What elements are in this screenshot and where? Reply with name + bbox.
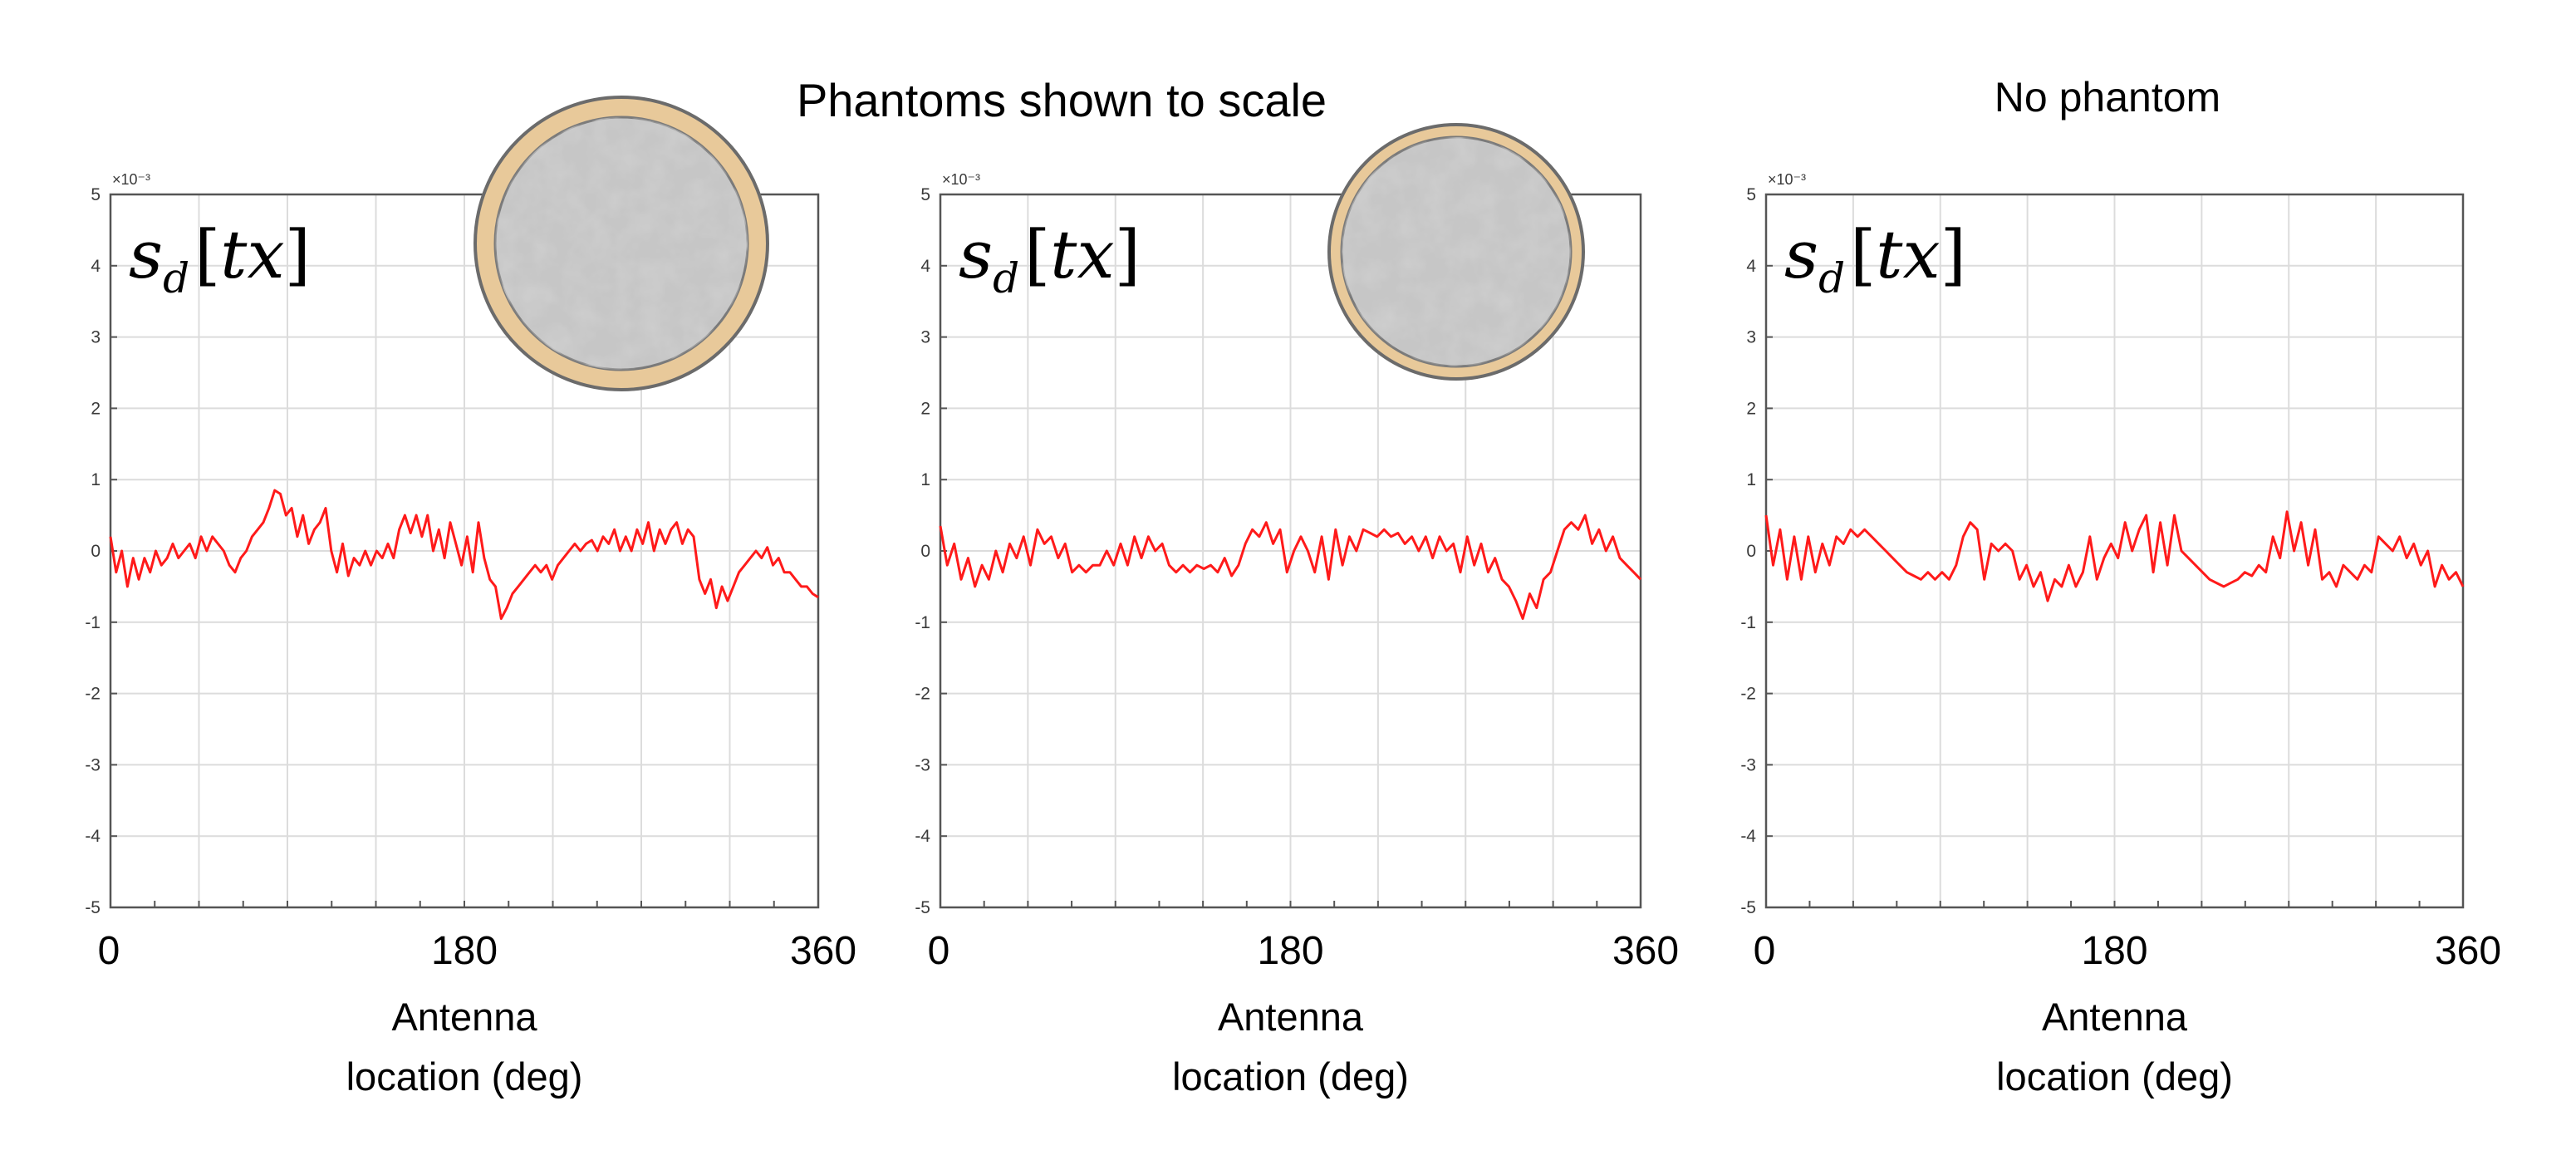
y-tick-label: -2	[915, 685, 930, 704]
y-tick-label: -2	[1740, 685, 1756, 704]
y-tick-label: 0	[920, 542, 930, 561]
y-tick-label: -5	[85, 898, 101, 917]
series-line	[1764, 510, 2465, 602]
axes-frame	[939, 193, 1642, 909]
x-tick-label: 360	[790, 929, 856, 973]
x-tick-label: 0	[98, 929, 120, 973]
y-tick-label: -1	[85, 613, 101, 632]
y-tick-label: -3	[915, 755, 930, 774]
y-tick-label: -5	[1740, 898, 1756, 917]
x-tick-label: 180	[1257, 929, 1323, 973]
y-tick-label: -4	[915, 827, 930, 846]
y-tick-label: 0	[91, 542, 101, 561]
y-tick-label: 3	[91, 328, 101, 347]
x-axis-label-line2: location (deg)	[1172, 1054, 1409, 1099]
series-line	[939, 514, 1642, 620]
y-tick-label: 5	[91, 185, 101, 204]
x-tick-label: 180	[431, 929, 498, 973]
y-tick-label: -3	[85, 755, 101, 774]
x-axis-label-line1: Antenna	[1218, 995, 1364, 1039]
y-tick-label: 5	[1746, 185, 1756, 204]
x-tick-label: 360	[2435, 929, 2501, 973]
x-axis-label-line1: Antenna	[2042, 995, 2188, 1039]
y-tick-label: -4	[1740, 827, 1756, 846]
y-tick-label: -1	[1740, 613, 1756, 632]
series-annotation: sd[tx]	[129, 216, 311, 302]
x-axis-label-line1: Antenna	[391, 995, 537, 1039]
y-tick-label: 4	[91, 257, 101, 276]
x-tick-label: 180	[2081, 929, 2147, 973]
axes-frame	[1764, 193, 2465, 909]
y-tick-label: 3	[1746, 328, 1756, 347]
y-tick-label: 2	[920, 399, 930, 418]
series-line	[109, 489, 819, 620]
y-tick-label: 1	[1746, 470, 1756, 489]
x-axis-label-line2: location (deg)	[1996, 1054, 2233, 1099]
x-axis-label-line2: location (deg)	[346, 1054, 583, 1099]
x-tick-label: 0	[1754, 929, 1776, 973]
heading-phantoms-to-scale: Phantoms shown to scale	[797, 74, 1327, 126]
y-tick-label: -5	[915, 898, 930, 917]
heading-no-phantom: No phantom	[1995, 74, 2220, 120]
y-tick-label: -3	[1740, 755, 1756, 774]
y-tick-label: 1	[920, 470, 930, 489]
series-annotation: sd[tx]	[959, 216, 1141, 302]
y-tick-label: 2	[91, 399, 101, 418]
y-tick-label: 5	[920, 185, 930, 204]
y-tick-label: 4	[1746, 257, 1756, 276]
y-tick-label: 4	[920, 257, 930, 276]
y-tick-label: 2	[1746, 399, 1756, 418]
y-tick-label: -2	[85, 685, 101, 704]
y-exponent-label: ×10⁻³	[942, 171, 980, 188]
y-tick-label: 0	[1746, 542, 1756, 561]
x-tick-label: 360	[1612, 929, 1679, 973]
chart-right: 5 4 3 2 1 0 -1 -2 -3 -4 -5 ×10⁻³ sd[tx] 0 180 360 Antenn…	[1740, 171, 2501, 1099]
y-tick-label: -4	[85, 827, 101, 846]
x-tick-label: 0	[928, 929, 950, 973]
phantom-large	[473, 96, 769, 391]
series-annotation: sd[tx]	[1784, 216, 1966, 302]
y-exponent-label: ×10⁻³	[1768, 171, 1806, 188]
y-tick-label: -1	[915, 613, 930, 632]
y-tick-label: 1	[91, 470, 101, 489]
axes-frame	[109, 193, 820, 909]
phantom-small	[1327, 123, 1585, 381]
y-tick-label: 3	[920, 328, 930, 347]
y-exponent-label: ×10⁻³	[112, 171, 150, 188]
